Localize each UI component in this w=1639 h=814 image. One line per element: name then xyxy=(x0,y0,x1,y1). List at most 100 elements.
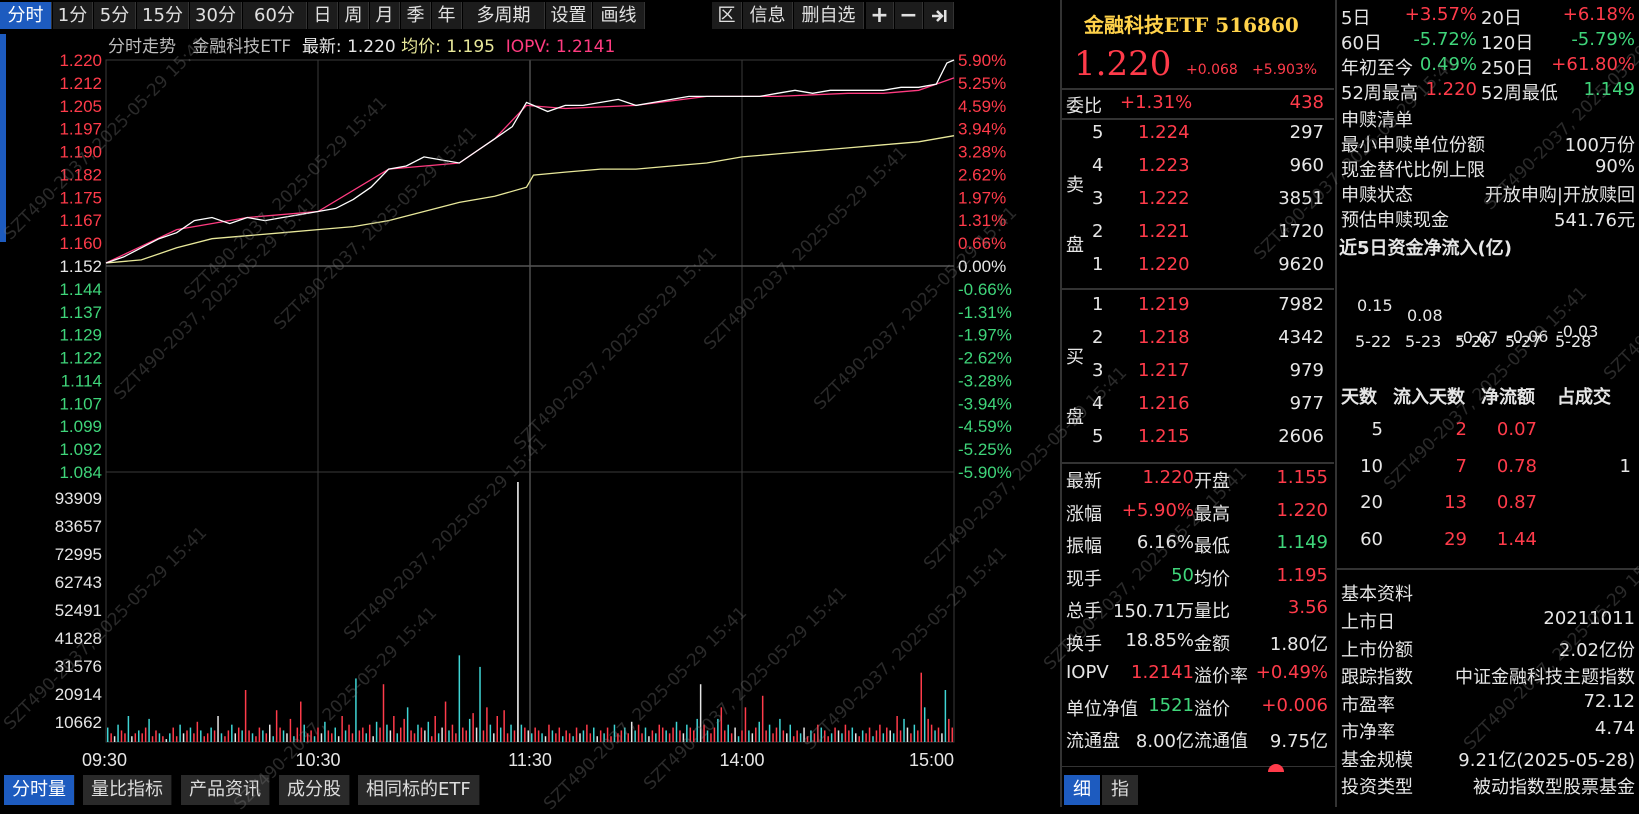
flow-date: 5-23 xyxy=(1405,332,1442,351)
chart-header: 分时走势 金融科技ETF 最新: 1.220 均价: 1.195 IOPV: 1… xyxy=(108,32,615,57)
perf-value: 0.49% xyxy=(1419,54,1477,75)
bid-price[interactable]: 1.216 xyxy=(1138,393,1190,414)
bid-price[interactable]: 1.217 xyxy=(1138,360,1190,381)
plus-icon[interactable]: + xyxy=(866,2,894,29)
flow-net: 1.44 xyxy=(1496,528,1537,550)
tab-same-index-etf[interactable]: 相同标的ETF xyxy=(358,775,480,805)
bid-level: 4 xyxy=(1092,393,1104,414)
ask-price[interactable]: 1.223 xyxy=(1138,155,1190,176)
basic-label: 市净率 xyxy=(1341,722,1395,743)
price-tick-label: 1.099 xyxy=(59,417,102,436)
remove-favorite-button[interactable]: 删自选 xyxy=(794,2,864,29)
tab-product-news[interactable]: 产品资讯 xyxy=(181,775,270,805)
redeem-section-title: 申赎清单 xyxy=(1341,110,1413,131)
stat-value: 1.155 xyxy=(1276,467,1328,488)
tab-index[interactable]: 指 xyxy=(1102,775,1138,805)
draw-line-button[interactable]: 画线 xyxy=(593,2,645,29)
ask-price[interactable]: 1.220 xyxy=(1138,254,1190,275)
redeem-label: 申赎状态 xyxy=(1341,185,1413,206)
stat-label: 换手 xyxy=(1066,633,1102,655)
time-tick-label: 15:00 xyxy=(909,750,954,770)
sell-side-label: 卖盘 xyxy=(1066,175,1084,256)
price-tick-label: 1.114 xyxy=(61,371,102,390)
stat-value: +0.49% xyxy=(1255,662,1328,683)
perf-label: 52周最高 xyxy=(1341,83,1418,104)
stat-label: IOPV xyxy=(1066,662,1109,683)
latest-label: 最新: xyxy=(301,37,342,57)
redeem-value: 90% xyxy=(1594,156,1635,177)
volume-tick-label: 62743 xyxy=(55,573,102,592)
period-tab-multi[interactable]: 多周期 xyxy=(463,2,545,29)
chart-canvas[interactable]: 1.220 5.90% 1.212 5.25% 1.205 4.59% 1.197 3.94%… xyxy=(0,30,1060,772)
minus-icon[interactable]: − xyxy=(895,2,923,29)
basic-value: 被动指数型股票基金 xyxy=(1473,777,1635,798)
stat-value: 50 xyxy=(1171,564,1194,586)
stat-value: 1.2141 xyxy=(1131,662,1194,683)
tab-constituents[interactable]: 成分股 xyxy=(279,775,350,805)
ask-price[interactable]: 1.224 xyxy=(1138,122,1190,143)
stat-value: 8.00亿 xyxy=(1135,731,1194,752)
stat-label: 流通值 xyxy=(1194,731,1248,752)
settings-button[interactable]: 设置 xyxy=(546,2,592,29)
pct-tick-label: 1.97% xyxy=(958,188,1006,207)
pct-tick-label: -0.66% xyxy=(958,280,1012,299)
redeem-label: 预估申赎现金 xyxy=(1341,210,1449,231)
flow-value: -0.07 xyxy=(1457,328,1499,347)
volume-tick-label: 10662 xyxy=(55,713,102,732)
basic-label: 上市份额 xyxy=(1341,639,1413,661)
period-tab-30min[interactable]: 30分 xyxy=(190,2,242,29)
tab-volume-ratio[interactable]: 量比指标 xyxy=(83,775,172,805)
perf-label: 5日 xyxy=(1341,8,1371,29)
tab-tick-detail[interactable]: 细 xyxy=(1064,775,1100,805)
stat-label: 均价 xyxy=(1194,568,1230,590)
ask-volume: 3851 xyxy=(1278,188,1324,209)
redeem-value: 开放申购|开放赎回 xyxy=(1484,185,1635,206)
info-button[interactable]: 信息 xyxy=(743,2,793,29)
flow-section-title: 近5日资金净流入(亿) xyxy=(1339,238,1512,259)
ask-price[interactable]: 1.221 xyxy=(1138,221,1190,242)
bid-level: 3 xyxy=(1092,360,1104,381)
intraday-chart[interactable]: 分时走势 金融科技ETF 最新: 1.220 均价: 1.195 IOPV: 1… xyxy=(0,30,1060,772)
period-tab-60min[interactable]: 60分 xyxy=(243,2,307,29)
perf-label: 60日 xyxy=(1341,33,1382,54)
basic-label: 基金规模 xyxy=(1341,749,1413,771)
range-button[interactable]: 区 xyxy=(712,2,742,29)
stat-label: 最新 xyxy=(1066,471,1102,492)
price-tick-label: 1.137 xyxy=(59,303,102,322)
redeem-value: 100万份 xyxy=(1564,135,1635,156)
bid-price[interactable]: 1.218 xyxy=(1138,327,1190,348)
perf-label: 20日 xyxy=(1481,8,1522,29)
period-tab-year[interactable]: 年 xyxy=(432,2,462,29)
ask-price[interactable]: 1.222 xyxy=(1138,188,1190,209)
flow-date: 5-28 xyxy=(1555,332,1592,351)
period-tab-15min[interactable]: 15分 xyxy=(137,2,189,29)
price-change: +0.068 xyxy=(1186,62,1238,78)
price-tick-label: 1.144 xyxy=(59,280,102,299)
pct-tick-label: -4.59% xyxy=(958,417,1012,436)
perf-label: 120日 xyxy=(1481,33,1534,54)
volume-tick-label: 83657 xyxy=(55,517,102,536)
basic-value: 9.21亿(2025-05-28) xyxy=(1458,749,1635,771)
ask-level: 3 xyxy=(1092,188,1104,209)
bid-price[interactable]: 1.215 xyxy=(1138,426,1190,447)
period-tab-day[interactable]: 日 xyxy=(308,2,338,29)
time-tick-label: 14:00 xyxy=(719,750,764,770)
bid-price[interactable]: 1.219 xyxy=(1138,294,1190,315)
period-tab-week[interactable]: 周 xyxy=(339,2,369,29)
scroll-indicator[interactable] xyxy=(1268,764,1284,772)
period-tab-5min[interactable]: 5分 xyxy=(94,2,136,29)
price-tick-label: 1.205 xyxy=(59,97,102,116)
period-tab-month[interactable]: 月 xyxy=(370,2,400,29)
price-tick-label: 1.182 xyxy=(59,165,102,184)
period-tab-1min[interactable]: 1分 xyxy=(53,2,93,29)
flow-days: 20 xyxy=(1360,492,1383,513)
flow-net: 0.78 xyxy=(1496,455,1537,477)
period-tab-season[interactable]: 季 xyxy=(401,2,431,29)
period-tab-intraday[interactable]: 分时 xyxy=(0,2,52,29)
tab-intraday-volume[interactable]: 分时量 xyxy=(4,775,75,805)
perf-value: 1.149 xyxy=(1583,79,1635,100)
ask-volume: 1720 xyxy=(1278,221,1324,242)
flow-value: -0.03 xyxy=(1557,322,1599,341)
stat-label: 开盘 xyxy=(1194,471,1230,492)
collapse-right-icon[interactable] xyxy=(924,2,954,29)
